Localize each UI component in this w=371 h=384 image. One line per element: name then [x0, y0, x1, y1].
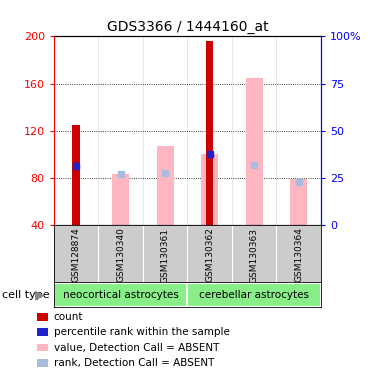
Bar — [201, 154, 218, 225]
Text: neocortical astrocytes: neocortical astrocytes — [63, 290, 178, 300]
Text: GSM130364: GSM130364 — [294, 227, 303, 282]
Text: GSM128874: GSM128874 — [72, 227, 81, 282]
Title: GDS3366 / 1444160_at: GDS3366 / 1444160_at — [106, 20, 268, 34]
Bar — [54, 283, 187, 307]
Bar — [206, 41, 213, 225]
Text: percentile rank within the sample: percentile rank within the sample — [54, 327, 230, 337]
Text: cell type: cell type — [2, 290, 49, 300]
Bar — [187, 283, 321, 307]
Text: count: count — [54, 312, 83, 322]
Text: GSM130363: GSM130363 — [250, 227, 259, 283]
Bar — [290, 179, 307, 225]
Bar — [72, 125, 80, 225]
Text: ▶: ▶ — [35, 288, 45, 301]
Bar — [112, 174, 129, 225]
Text: GSM130340: GSM130340 — [116, 227, 125, 282]
Bar — [157, 146, 174, 225]
Text: GSM130362: GSM130362 — [205, 227, 214, 282]
Text: cerebellar astrocytes: cerebellar astrocytes — [199, 290, 309, 300]
Bar — [246, 78, 263, 225]
Text: rank, Detection Call = ABSENT: rank, Detection Call = ABSENT — [54, 358, 214, 368]
Text: value, Detection Call = ABSENT: value, Detection Call = ABSENT — [54, 343, 219, 353]
Text: GSM130361: GSM130361 — [161, 227, 170, 283]
